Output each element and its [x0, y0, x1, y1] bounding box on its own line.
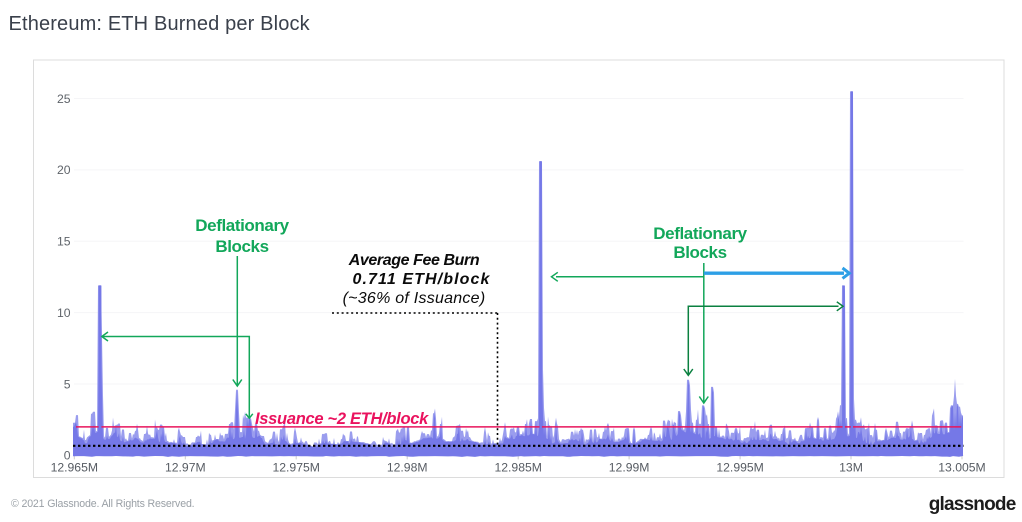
svg-text:12.965M: 12.965M: [51, 461, 98, 475]
svg-text:25: 25: [57, 92, 71, 106]
svg-text:13M: 13M: [839, 461, 863, 475]
svg-text:12.995M: 12.995M: [716, 461, 763, 475]
svg-text:13.005M: 13.005M: [938, 461, 985, 475]
svg-text:20: 20: [57, 163, 71, 177]
svg-text:5: 5: [64, 377, 71, 391]
svg-text:12.98M: 12.98M: [387, 461, 428, 475]
svg-text:15: 15: [57, 235, 71, 249]
svg-text:12.985M: 12.985M: [494, 461, 541, 475]
svg-text:10: 10: [57, 306, 71, 320]
svg-text:0: 0: [64, 449, 71, 463]
svg-text:12.97M: 12.97M: [165, 461, 206, 475]
svg-text:12.975M: 12.975M: [272, 461, 319, 475]
svg-text:12.99M: 12.99M: [609, 461, 650, 475]
